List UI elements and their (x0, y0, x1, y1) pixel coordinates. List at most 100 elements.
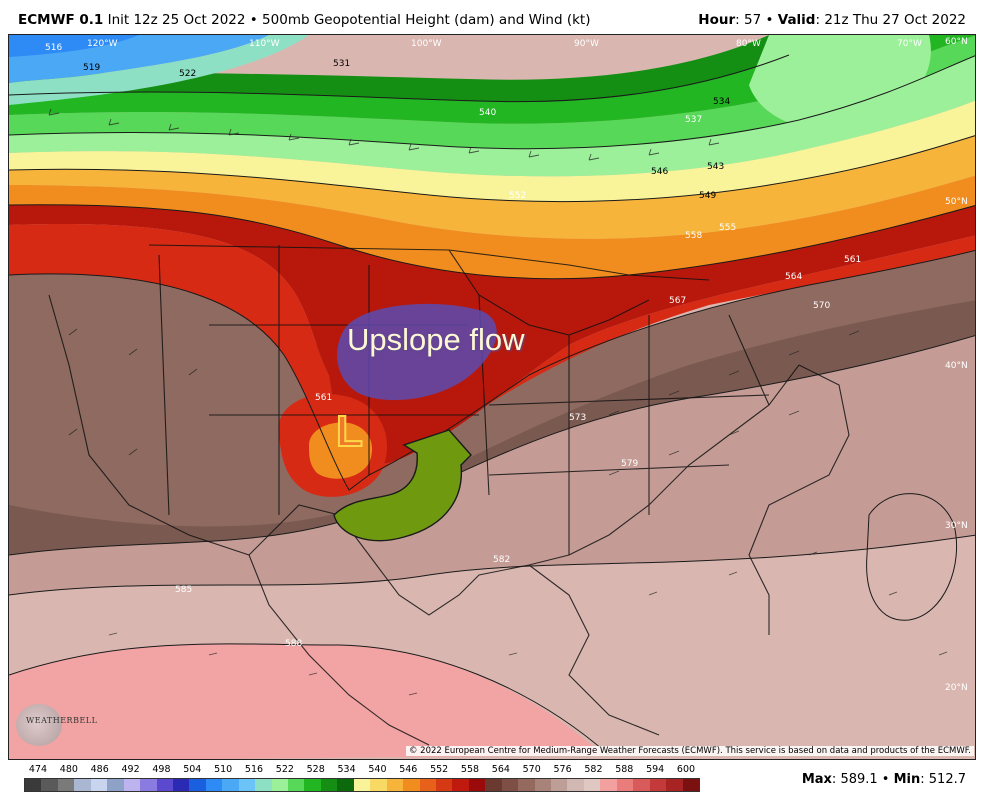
scale-swatch (107, 779, 124, 791)
upslope-region (337, 303, 497, 401)
lat-label: 50°N (945, 197, 968, 207)
scale-swatch (320, 779, 338, 791)
scale-swatch (172, 779, 190, 791)
contour-label: 531 (333, 59, 351, 69)
contour-label: 582 (493, 555, 511, 565)
contour-label: 537 (685, 115, 703, 125)
lon-label: 110°W (249, 39, 280, 49)
scale-swatch (370, 779, 387, 791)
contour-label: 588 (285, 639, 303, 649)
scale-swatch (238, 779, 256, 791)
contour-label: 549 (699, 191, 717, 201)
scale-tick-label: 516 (244, 764, 264, 775)
upslope-label: Upslope flow (347, 322, 525, 357)
scale-swatch (74, 779, 91, 791)
contour-label: 543 (707, 162, 725, 172)
scale-swatch (205, 779, 223, 791)
valid-time: Hour: 57 • Valid: 21z Thu 27 Oct 2022 (698, 12, 966, 28)
scale-swatch (288, 779, 305, 791)
contour-label: 540 (479, 108, 497, 118)
scale-tick-label: 486 (90, 764, 109, 775)
logo-text: WEATHERBELL (26, 716, 98, 725)
scale-tick-label: 594 (646, 764, 665, 775)
min-label: Min (893, 772, 921, 787)
lon-label: 70°W (897, 39, 922, 49)
copyright-notice: © 2022 European Centre for Medium-Range … (405, 746, 974, 756)
scale-swatch (600, 779, 617, 791)
map-canvas[interactable]: 516 519 522 531 534 537 540 543 546 549 … (8, 34, 976, 760)
scale-swatch (386, 779, 404, 791)
scale-swatch (140, 779, 157, 791)
contour-label: 561 (315, 393, 333, 403)
valid-label: Valid (777, 12, 816, 28)
scale-swatch (468, 779, 486, 791)
contour-label: 558 (685, 231, 703, 241)
scale-swatch (666, 779, 683, 791)
scale-swatch (682, 779, 699, 791)
contour-label: 570 (813, 301, 831, 311)
scale-tick-label: 540 (368, 764, 387, 775)
model-name: ECMWF 0.1 (18, 12, 104, 28)
lat-label: 40°N (945, 361, 968, 371)
height-field (9, 35, 975, 759)
scale-labels: 474 480 486 492 498 504 510 516 522 528 534 540 546 5… (24, 764, 700, 776)
hour-label: Hour (698, 12, 736, 28)
scale-tick-label: 552 (430, 764, 449, 775)
scale-tick-label: 528 (306, 764, 325, 775)
scale-tick-label: 546 (399, 764, 418, 775)
scale-swatch (353, 779, 371, 791)
scale-tick-label: 582 (584, 764, 603, 775)
lat-label: 30°N (945, 521, 968, 531)
scale-tick-label: 522 (275, 764, 294, 775)
max-min-readout: Max: 589.1 • Min: 512.7 (801, 772, 966, 787)
lon-label: 90°W (574, 39, 599, 49)
max-value: 589.1 (840, 772, 878, 787)
contour-label: 516 (45, 43, 63, 53)
scale-swatch (90, 779, 108, 791)
contour-label: 567 (669, 296, 687, 306)
scale-swatch (156, 779, 173, 791)
scale-swatch (616, 779, 634, 791)
contour-label: 561 (844, 255, 862, 265)
contour-label: 555 (719, 223, 737, 233)
hour-value: 57 (743, 12, 762, 28)
init-time: Init 12z 25 Oct 2022 (107, 12, 246, 28)
scale-swatch (255, 779, 272, 791)
scale-tick-label: 510 (214, 764, 233, 775)
upslope-arrow (333, 429, 472, 542)
color-scale (24, 778, 700, 792)
scale-tick-label: 474 (28, 764, 48, 775)
scale-swatch (222, 779, 239, 791)
product-name: 500mb Geopotential Height (dam) and Wind… (262, 12, 591, 28)
scale-tick-label: 498 (152, 764, 171, 775)
scale-tick-label: 504 (183, 764, 202, 775)
scale-swatch (583, 779, 601, 791)
scale-swatch (452, 779, 469, 791)
weatherbell-logo (16, 704, 62, 746)
scale-tick-label: 564 (491, 764, 510, 775)
max-label: Max (801, 772, 832, 787)
low-pressure-marker: L (335, 407, 364, 456)
lon-label: 120°W (87, 39, 118, 49)
scale-swatch (649, 779, 667, 791)
scale-tick-label: 570 (522, 764, 541, 775)
lon-label: 100°W (411, 39, 442, 49)
contour-label: 564 (785, 272, 803, 282)
scale-swatch (419, 779, 436, 791)
valid-value: 21z Thu 27 Oct 2022 (824, 12, 966, 28)
scale-swatch (123, 779, 141, 791)
scale-swatch (435, 779, 453, 791)
scale-swatch (41, 779, 58, 791)
scale-swatch (189, 779, 206, 791)
contour-label: 546 (651, 167, 669, 177)
scale-tick-label: 558 (460, 764, 480, 775)
contour-label: 519 (83, 63, 101, 73)
scale-swatch (551, 779, 568, 791)
scale-swatch (485, 779, 502, 791)
lat-label: 20°N (945, 683, 968, 693)
scale-swatch (304, 779, 321, 791)
scale-swatch (567, 779, 584, 791)
scale-tick-label: 480 (59, 764, 78, 775)
contour-label: 534 (713, 97, 731, 107)
contour-label: 552 (509, 191, 527, 201)
